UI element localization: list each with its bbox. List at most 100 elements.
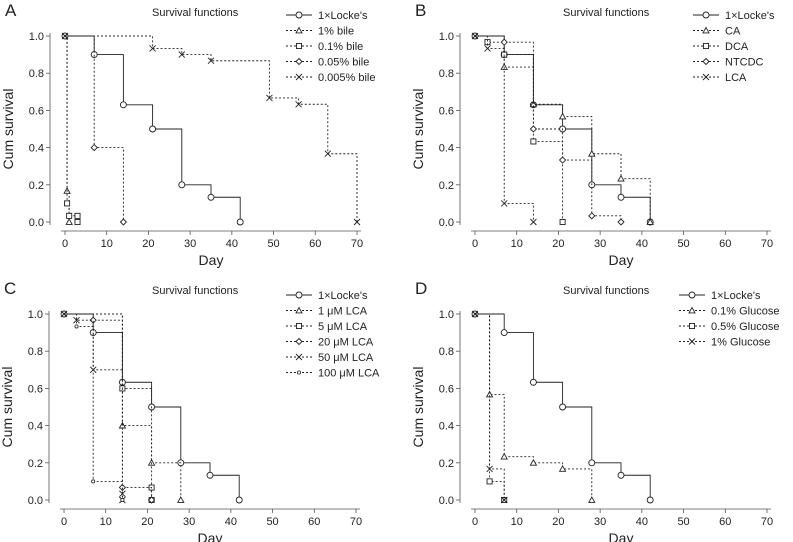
y-axis-label: Cum survival [410,89,426,170]
data-point [559,218,566,225]
data-point [119,101,127,109]
data-point [646,496,654,504]
data-point [558,465,567,472]
legend-marker [295,353,303,361]
legend-item: 1×Locke's [679,290,761,302]
legend-marker [296,43,303,50]
series-0 [471,310,654,504]
x-tick-label: 40 [225,516,237,528]
legend-label: 0.5% Glucose [711,321,779,333]
x-tick-label: 20 [142,238,154,250]
data-point [65,218,73,225]
legend-item: CA [693,26,741,38]
series-0 [61,32,244,226]
legend-label: 1 μM LCA [318,306,368,318]
data-point [588,212,596,220]
data-point [236,218,244,226]
legend-item: 100 μM LCA [286,368,380,380]
y-tick-label: 0.4 [439,143,454,155]
data-point [529,458,538,466]
data-point [207,57,215,65]
x-tick-label: 30 [183,516,195,528]
legend-label: 50 μM LCA [318,352,374,364]
series-5 [64,313,125,502]
legend-item: 1 μM LCA [286,306,368,318]
data-point [471,32,479,40]
data-point [617,218,625,226]
survival-curve [64,313,153,500]
y-tick-label: 0.2 [439,458,454,470]
y-axis-label: Cum survival [0,367,15,448]
data-point [149,45,156,52]
data-point [486,478,493,485]
panel-letter: C [4,279,16,298]
data-point [74,324,79,329]
y-tick-label: 1.0 [439,309,454,321]
panel-letter: A [5,1,17,20]
series-3 [65,35,128,226]
legend-item: 1% Glucose [679,337,770,349]
legend-label: 0.005% bile [318,72,376,84]
chart-title: Survival functions [152,7,239,19]
survival-curve [64,313,182,500]
x-tick-label: 70 [761,238,773,250]
legend-item: 0.05% bile [286,57,369,69]
series-2 [64,35,81,225]
series-4 [61,32,361,226]
y-tick-label: 1.0 [29,31,44,43]
survival-curve [64,313,153,500]
legend-label: CA [725,26,741,38]
data-point [66,212,73,219]
x-axis-label: Day [198,530,223,542]
survival-curve [475,313,505,500]
y-tick-label: 0.8 [29,68,44,80]
legend-item: 50 μM LCA [286,352,374,364]
series-4 [471,32,537,226]
data-point [178,181,186,189]
legend-item: 0.005% bile [286,72,376,84]
legend-item: 1% bile [286,26,354,38]
y-tick-label: 0.4 [29,143,44,155]
x-tick-label: 60 [719,516,731,528]
x-tick-label: 10 [511,238,523,250]
data-point [500,38,508,46]
legend-item: NTCDC [693,57,764,69]
series-3 [471,310,508,504]
y-axis-label: Cum survival [0,89,16,170]
legend-label: DCA [725,41,749,53]
legend-marker [703,43,710,50]
survival-curve [475,35,622,222]
legend-marker [689,323,696,330]
legend-label: 0.1% bile [318,41,363,53]
y-axis-label: Cum survival [410,367,426,448]
survival-curve [475,35,564,222]
data-point [530,138,537,145]
y-tick-label: 0.0 [439,495,454,507]
panel-a: A Survival functions 0.0 0.2 0.4 0.6 0.8 1.0 0 10… [0,1,376,268]
legend-marker [702,11,710,19]
series-1 [64,313,185,503]
data-point [486,465,493,473]
x-tick-label: 10 [101,238,113,250]
y-tick-label: 1.0 [28,309,43,321]
survival-curve [65,35,358,222]
legend-marker [295,306,303,314]
survival-curve [65,35,78,222]
data-point [119,218,128,226]
data-point [588,496,596,503]
data-point [177,496,185,503]
series-1 [475,313,596,503]
survival-curve [65,35,124,222]
data-point [266,94,273,102]
x-tick-label: 70 [351,238,363,250]
legend-item: 1×Locke's [286,10,368,22]
x-tick-label: 0 [61,516,67,528]
data-point [500,63,508,70]
y-tick-label: 0.0 [28,495,43,507]
data-point [120,497,125,502]
data-point [471,310,479,318]
data-point [61,32,69,40]
data-point [178,51,186,58]
legend-marker [688,291,696,299]
